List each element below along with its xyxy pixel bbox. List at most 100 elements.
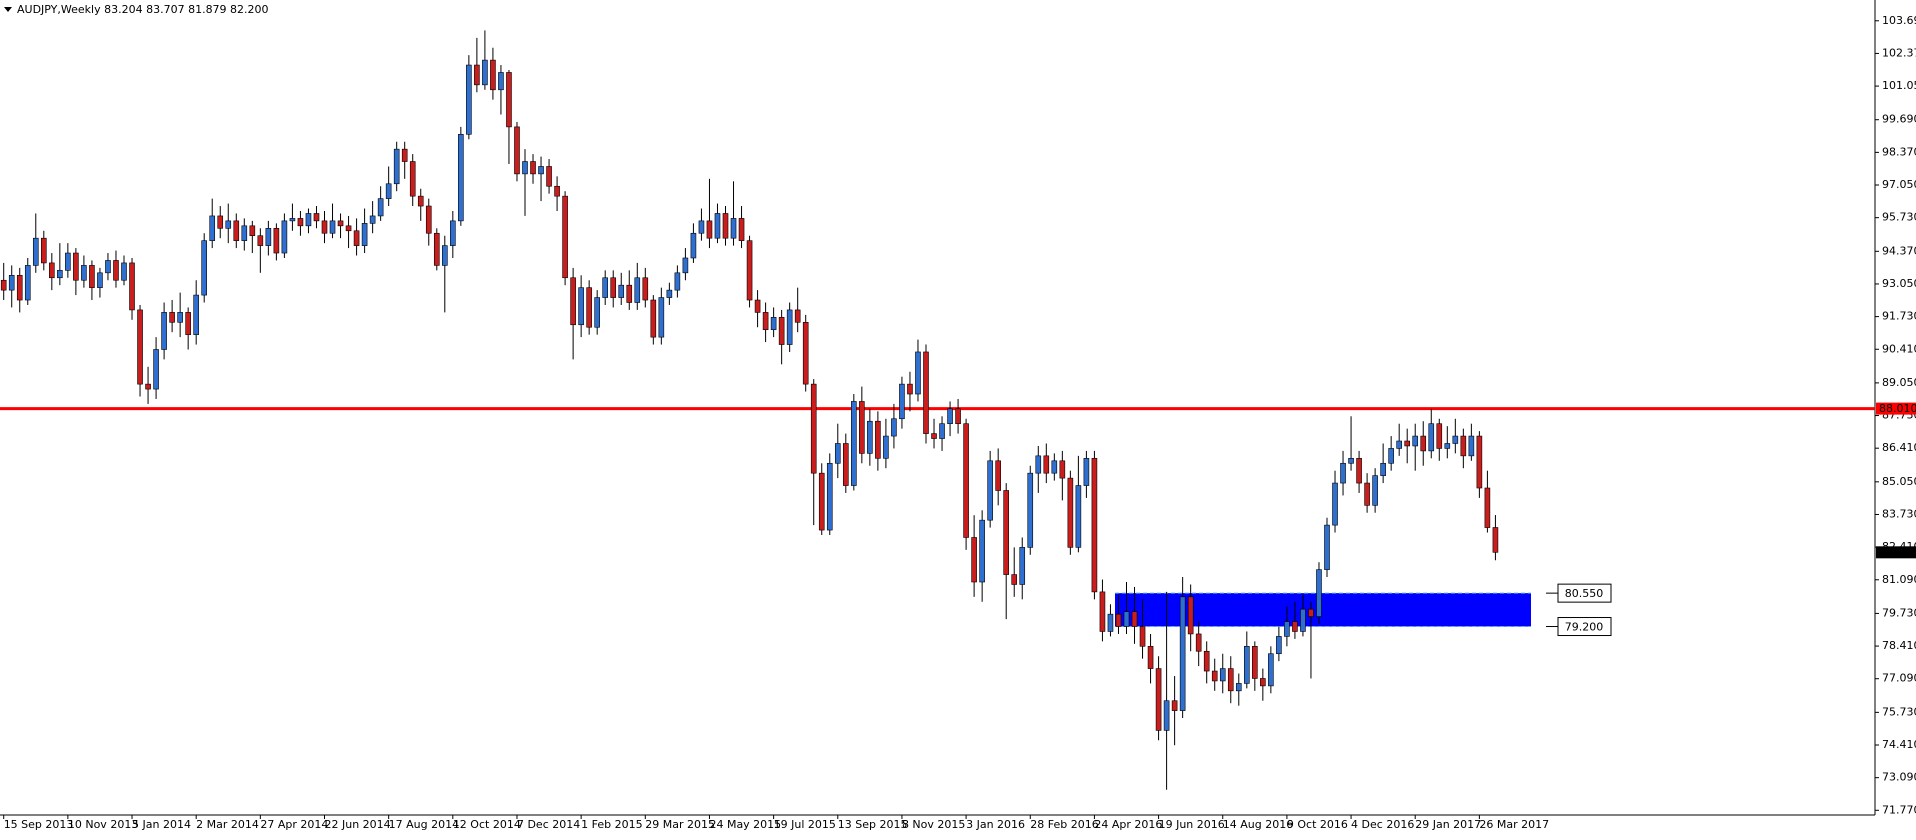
candle-body: [818, 472, 825, 531]
candle-body: [1436, 423, 1443, 449]
candle-body: [498, 72, 504, 91]
candle-body: [441, 245, 448, 266]
y-tick-label: 81.090: [1882, 573, 1916, 586]
candle-body: [754, 299, 761, 313]
x-tick-label: 24 May 2015: [709, 818, 781, 831]
y-tick-label: 77.090: [1882, 672, 1916, 685]
x-tick-label: 8 Nov 2015: [902, 818, 965, 831]
candle-body: [1364, 482, 1370, 506]
y-tick-label: 89.050: [1882, 376, 1916, 389]
candle-body: [185, 312, 191, 335]
candle-body: [1147, 646, 1154, 669]
candle-body: [321, 220, 328, 234]
candle-body: [1244, 646, 1250, 684]
x-tick-label: 24 Apr 2016: [1094, 818, 1162, 831]
candle-body: [0, 279, 7, 291]
candle-body: [666, 289, 673, 298]
candle-body: [1091, 458, 1098, 593]
candle-body: [554, 185, 560, 197]
y-tick-label: 97.050: [1882, 178, 1916, 191]
level-tag: [1876, 402, 1916, 415]
candle-body: [514, 126, 520, 175]
candle-body: [1492, 527, 1499, 553]
candle-body: [618, 284, 625, 298]
candle-body: [121, 262, 127, 281]
candle-body: [1195, 633, 1202, 652]
candle-body: [265, 227, 272, 246]
candle-body: [1300, 608, 1306, 632]
candle-body: [129, 262, 135, 311]
candle-body: [915, 351, 921, 395]
candle-body: [169, 312, 175, 323]
candle-body: [546, 166, 552, 187]
candle-body: [891, 418, 897, 437]
candle-body: [1292, 621, 1298, 632]
candle-body: [281, 220, 288, 254]
candle-body: [1107, 613, 1114, 632]
candle-body: [1075, 485, 1082, 548]
candle-body: [1011, 574, 1018, 585]
candle-body: [794, 309, 801, 323]
candle-body: [401, 148, 408, 162]
candle-body: [113, 260, 119, 281]
candle-body: [1099, 591, 1106, 632]
y-tick-label: 71.770: [1882, 803, 1916, 816]
candle-body: [385, 183, 392, 199]
candle-body: [1227, 668, 1234, 692]
x-tick-label: 12 Oct 2014: [453, 818, 521, 831]
candle-body: [329, 220, 336, 234]
candle-body: [81, 265, 87, 281]
x-tick-label: 26 Mar 2017: [1479, 818, 1549, 831]
menu-triangle[interactable]: [4, 7, 12, 12]
candle-body: [474, 64, 480, 86]
candle-body: [1043, 455, 1050, 474]
candle-body: [345, 225, 352, 232]
candle-body: [1171, 700, 1178, 711]
y-tick-label: 102.370: [1882, 46, 1916, 59]
candle-body: [1211, 670, 1218, 682]
candle-body: [690, 232, 697, 259]
candle-body: [1396, 440, 1402, 449]
candle-body: [1476, 435, 1483, 489]
candle-body: [369, 215, 376, 224]
y-tick-label: 95.730: [1882, 211, 1916, 224]
candle-body: [393, 148, 400, 185]
candle-body: [1380, 462, 1386, 476]
candle-body: [1003, 490, 1010, 575]
candle-body: [16, 274, 23, 301]
y-tick-label: 99.690: [1882, 113, 1916, 126]
candle-body: [1388, 448, 1394, 464]
zone-label-box: [1557, 617, 1612, 637]
candle-body: [899, 383, 905, 420]
candle-body: [97, 272, 103, 288]
candle-body: [145, 383, 151, 390]
candle-body: [1452, 435, 1459, 444]
candle-body: [353, 230, 360, 246]
candle-body: [1356, 458, 1362, 484]
last-price-label: 82.200: [1879, 546, 1916, 559]
candle-body: [746, 240, 753, 301]
y-tick-label: 75.730: [1882, 705, 1916, 718]
candle-body: [273, 227, 280, 254]
y-tick-label: 101.050: [1882, 79, 1916, 92]
zone-label-box: [1557, 583, 1612, 603]
candle-body: [1276, 636, 1282, 655]
candle-body: [939, 423, 945, 439]
candle-body: [153, 349, 159, 390]
candle-body: [1179, 596, 1186, 711]
y-tick-label: 93.050: [1882, 277, 1916, 290]
candle-body: [137, 309, 143, 385]
candle-body: [73, 252, 79, 281]
candle-body: [786, 309, 793, 345]
candle-body: [209, 215, 216, 241]
candle-body: [907, 383, 913, 395]
candle-body: [466, 64, 472, 135]
y-tick-label: 83.730: [1882, 507, 1916, 520]
candle-body: [1260, 678, 1266, 687]
candle-body: [995, 460, 1001, 491]
candle-body: [1404, 440, 1410, 447]
candle-body: [249, 225, 256, 237]
candle-body: [193, 294, 199, 335]
